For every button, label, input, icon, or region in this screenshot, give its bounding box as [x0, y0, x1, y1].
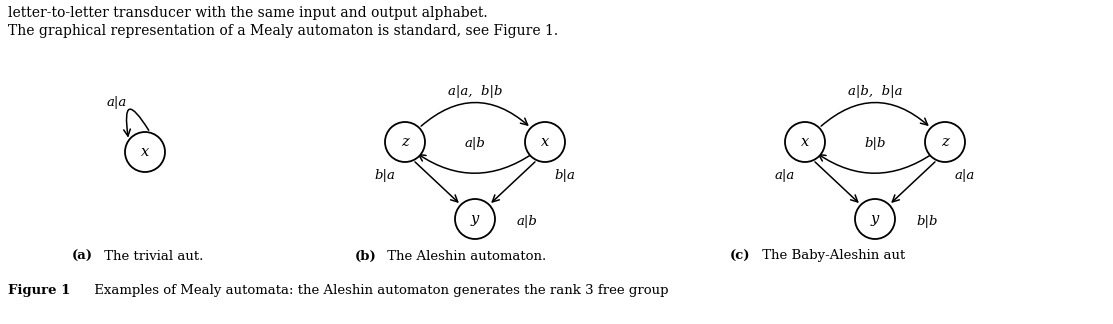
- Text: The graphical representation of a Mealy automaton is standard, see Figure 1.: The graphical representation of a Mealy …: [8, 24, 558, 38]
- Text: z: z: [401, 135, 408, 149]
- Text: a|b,  b|a: a|b, b|a: [848, 86, 903, 98]
- Text: b|a: b|a: [375, 169, 395, 182]
- Text: b|b: b|b: [865, 137, 886, 151]
- Text: The Baby-Aleshin aut: The Baby-Aleshin aut: [758, 249, 905, 262]
- Text: Figure 1: Figure 1: [8, 284, 70, 297]
- Text: y: y: [870, 212, 879, 226]
- Circle shape: [455, 199, 495, 239]
- Text: The trivial aut.: The trivial aut.: [100, 249, 204, 262]
- Circle shape: [785, 122, 825, 162]
- Text: x: x: [141, 145, 149, 159]
- Text: a|b: a|b: [516, 214, 538, 227]
- Text: (b): (b): [355, 249, 376, 262]
- Circle shape: [855, 199, 895, 239]
- Text: a|a: a|a: [775, 169, 795, 182]
- Text: Examples of Mealy automata: the Aleshin automaton generates the rank 3 free grou: Examples of Mealy automata: the Aleshin …: [90, 284, 669, 297]
- Circle shape: [385, 122, 425, 162]
- Text: The Aleshin automaton.: The Aleshin automaton.: [383, 249, 546, 262]
- Text: a|a: a|a: [107, 96, 127, 109]
- Text: (a): (a): [72, 249, 93, 262]
- Circle shape: [925, 122, 965, 162]
- Text: (c): (c): [730, 249, 750, 262]
- Text: a|a,  b|b: a|a, b|b: [447, 86, 502, 98]
- Text: x: x: [541, 135, 549, 149]
- Text: y: y: [471, 212, 479, 226]
- Text: a|a: a|a: [955, 169, 975, 182]
- Circle shape: [125, 132, 165, 172]
- Text: x: x: [801, 135, 809, 149]
- Text: b|b: b|b: [916, 214, 938, 227]
- Circle shape: [525, 122, 565, 162]
- Text: a|b: a|b: [464, 137, 485, 151]
- Text: b|a: b|a: [554, 169, 575, 182]
- Text: z: z: [942, 135, 949, 149]
- Text: letter-to-letter transducer with the same input and output alphabet.: letter-to-letter transducer with the sam…: [8, 6, 487, 20]
